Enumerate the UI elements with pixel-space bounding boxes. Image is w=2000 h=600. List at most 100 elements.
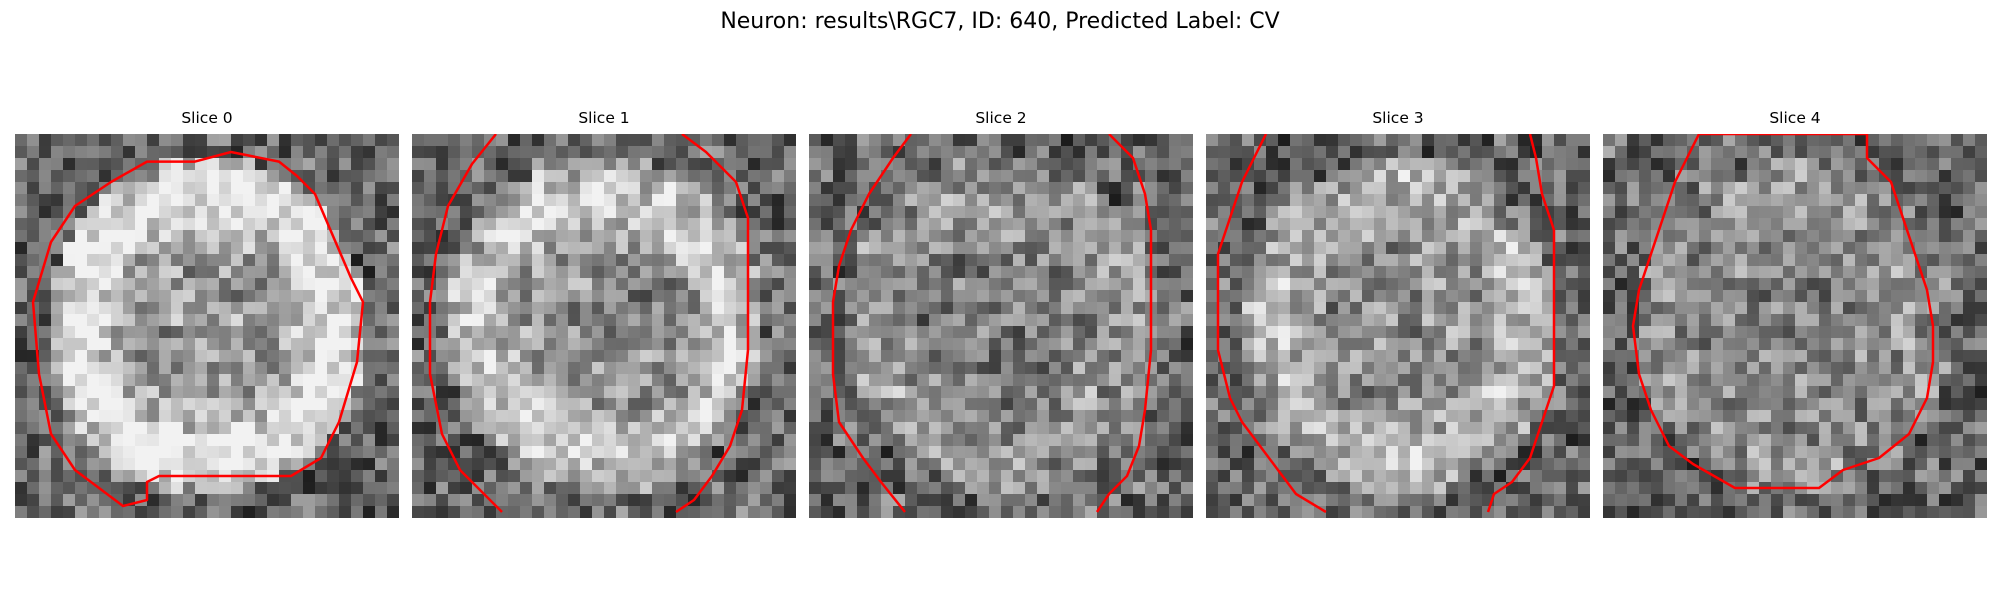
image-pixel	[1795, 446, 1808, 459]
image-pixel	[1169, 350, 1182, 363]
image-pixel	[1843, 398, 1856, 411]
image-pixel	[1795, 230, 1808, 243]
image-pixel	[75, 290, 88, 303]
image-pixel	[1097, 482, 1110, 495]
image-pixel	[303, 266, 316, 279]
image-pixel	[1627, 182, 1640, 195]
image-pixel	[736, 434, 749, 447]
image-pixel	[1338, 494, 1351, 507]
image-pixel	[27, 218, 40, 231]
image-pixel	[1218, 278, 1231, 291]
image-pixel	[51, 386, 64, 399]
image-pixel	[857, 146, 870, 159]
image-pixel	[1711, 278, 1724, 291]
image-pixel	[1013, 158, 1026, 171]
image-pixel	[159, 386, 172, 399]
image-pixel	[1603, 374, 1616, 387]
image-pixel	[291, 374, 304, 387]
image-pixel	[845, 506, 858, 518]
image-pixel	[375, 434, 388, 447]
image-pixel	[724, 422, 737, 435]
image-pixel	[412, 146, 425, 159]
image-pixel	[387, 422, 399, 435]
image-pixel	[63, 302, 76, 315]
image-pixel	[508, 230, 521, 243]
image-pixel	[1867, 386, 1880, 399]
image-pixel	[255, 482, 268, 495]
image-pixel	[628, 374, 641, 387]
image-pixel	[556, 182, 569, 195]
image-pixel	[1963, 398, 1976, 411]
image-pixel	[267, 410, 280, 423]
image-pixel	[339, 170, 352, 183]
image-pixel	[1819, 410, 1832, 423]
image-pixel	[1518, 146, 1531, 159]
image-pixel	[556, 326, 569, 339]
image-pixel	[1855, 182, 1868, 195]
image-pixel	[881, 254, 894, 267]
image-pixel	[1663, 242, 1676, 255]
image-pixel	[1157, 194, 1170, 207]
image-pixel	[724, 302, 737, 315]
image-pixel	[99, 350, 112, 363]
image-pixel	[207, 386, 220, 399]
image-pixel	[75, 146, 88, 159]
image-pixel	[1422, 266, 1435, 279]
image-pixel	[1061, 290, 1074, 303]
image-pixel	[953, 422, 966, 435]
image-pixel	[857, 158, 870, 171]
image-pixel	[1518, 242, 1531, 255]
image-pixel	[1855, 278, 1868, 291]
image-pixel	[1819, 206, 1832, 219]
image-pixel	[953, 170, 966, 183]
image-pixel	[291, 314, 304, 327]
image-pixel	[1338, 314, 1351, 327]
image-pixel	[1386, 494, 1399, 507]
image-pixel	[1290, 398, 1303, 411]
image-pixel	[63, 182, 76, 195]
image-pixel	[1975, 266, 1987, 279]
image-pixel	[893, 338, 906, 351]
image-pixel	[905, 362, 918, 375]
image-pixel	[544, 446, 557, 459]
image-pixel	[1506, 278, 1519, 291]
image-pixel	[1350, 242, 1363, 255]
image-pixel	[580, 158, 593, 171]
image-pixel	[1578, 218, 1590, 231]
image-pixel	[1434, 314, 1447, 327]
image-pixel	[929, 194, 942, 207]
image-pixel	[616, 458, 629, 471]
image-pixel	[51, 278, 64, 291]
image-pixel	[544, 290, 557, 303]
image-pixel	[327, 194, 340, 207]
image-pixel	[953, 458, 966, 471]
image-pixel	[1326, 194, 1339, 207]
image-pixel	[941, 326, 954, 339]
image-pixel	[1266, 182, 1279, 195]
image-pixel	[1482, 326, 1495, 339]
image-pixel	[1554, 314, 1567, 327]
image-pixel	[1843, 350, 1856, 363]
image-pixel	[592, 398, 605, 411]
image-pixel	[99, 326, 112, 339]
image-pixel	[1290, 386, 1303, 399]
image-pixel	[1975, 134, 1987, 147]
image-pixel	[424, 422, 437, 435]
image-pixel	[580, 470, 593, 483]
image-pixel	[1085, 290, 1098, 303]
image-pixel	[424, 482, 437, 495]
image-pixel	[965, 182, 978, 195]
image-pixel	[1855, 146, 1868, 159]
image-pixel	[1266, 446, 1279, 459]
image-pixel	[700, 494, 713, 507]
image-pixel	[1218, 338, 1231, 351]
image-pixel	[1627, 446, 1640, 459]
image-pixel	[1927, 446, 1940, 459]
image-pixel	[953, 194, 966, 207]
image-pixel	[1831, 134, 1844, 147]
image-pixel	[568, 302, 581, 315]
image-pixel	[1133, 266, 1146, 279]
cell-boundary-outline	[428, 134, 503, 513]
image-pixel	[1181, 446, 1193, 459]
image-pixel	[1554, 266, 1567, 279]
